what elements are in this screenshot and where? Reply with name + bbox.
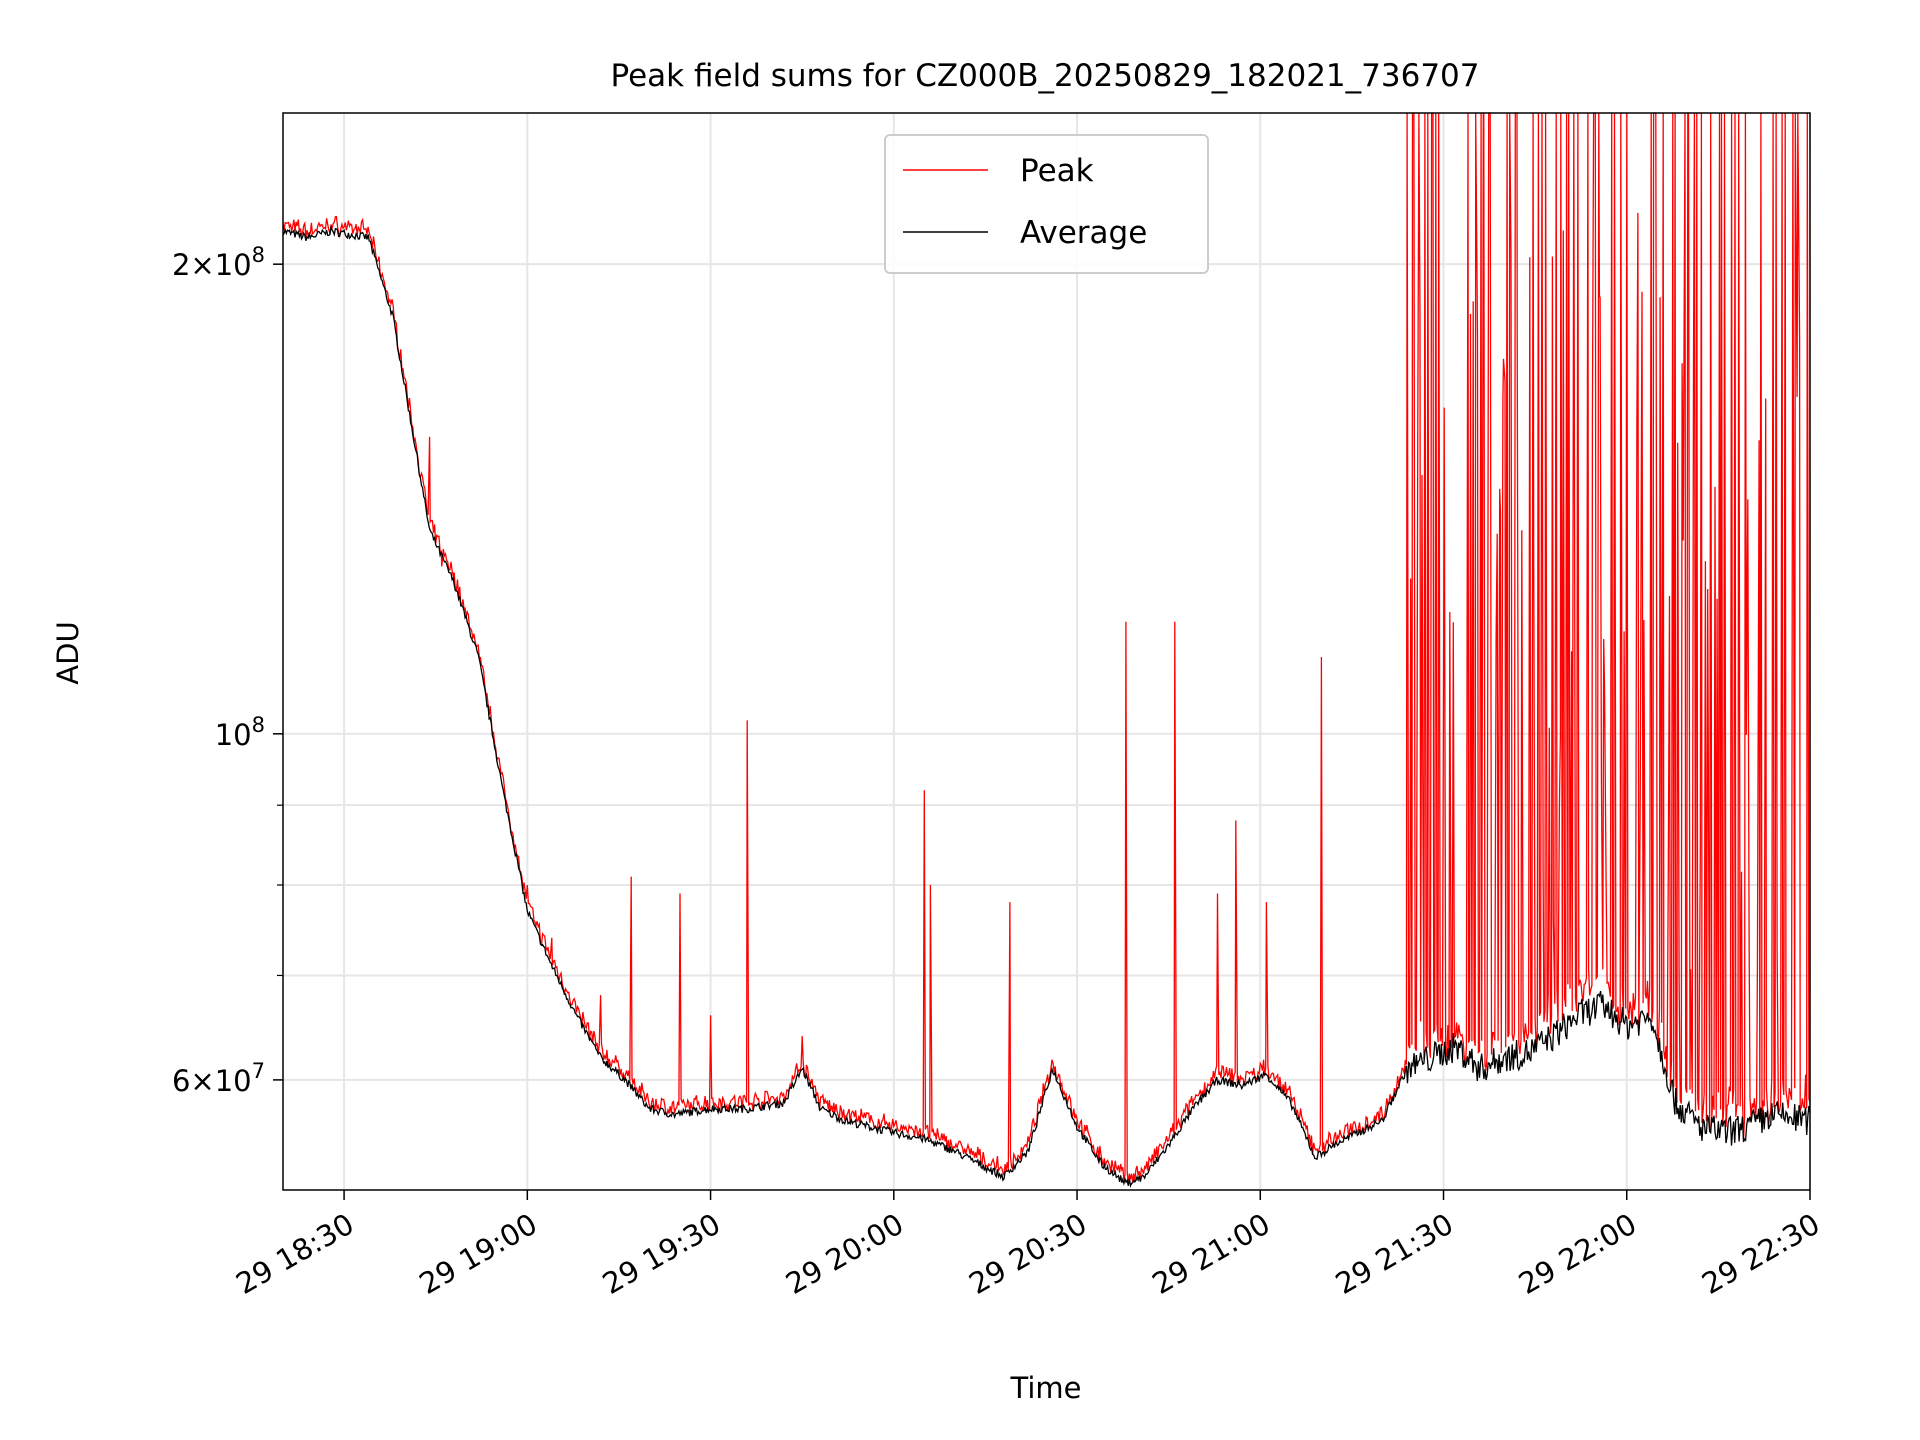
average-series (282, 224, 1811, 1189)
legend: Peak Average (884, 134, 1209, 274)
x-tick-label: 29 20:00 (780, 1207, 909, 1301)
chart-title: Peak field sums for CZ000B_20250829_1820… (611, 58, 1480, 94)
x-tick-label: 29 21:30 (1330, 1207, 1459, 1301)
y-tick-exponent: 8 (252, 243, 265, 267)
legend-peak-label: Peak (1020, 153, 1094, 189)
x-axis: 29 18:30 29 19:00 29 19:30 29 20:00 29 20:30… (230, 1190, 1826, 1301)
y-tick-base: 10 (215, 718, 252, 752)
x-tick-label: 29 22:30 (1696, 1207, 1825, 1301)
legend-average-label: Average (1020, 215, 1147, 251)
y-tick-label: 6×107 (172, 1059, 265, 1098)
peak-series (282, 112, 1811, 1183)
x-tick-label: 29 21:00 (1146, 1207, 1275, 1301)
y-tick-exponent: 7 (252, 1059, 265, 1083)
plot-area-frame (282, 112, 1811, 1191)
y-axis-label: ADU (51, 621, 85, 684)
x-tick-label: 29 19:30 (597, 1207, 726, 1301)
y-tick-base: 2×10 (172, 248, 252, 282)
x-axis-label: Time (1010, 1371, 1082, 1405)
y-tick-exponent: 8 (252, 713, 265, 737)
peak-line (282, 112, 1811, 1183)
y-tick-base: 6×10 (172, 1064, 252, 1098)
y-tick-label: 108 (215, 713, 265, 752)
grid (283, 113, 1811, 1190)
x-tick-label: 29 20:30 (963, 1207, 1092, 1301)
x-tick-label: 29 22:00 (1513, 1207, 1642, 1301)
x-tick-label: 29 19:00 (413, 1207, 542, 1301)
average-line (282, 224, 1811, 1189)
y-tick-label: 2×108 (172, 243, 265, 282)
x-tick-label: 29 18:30 (230, 1207, 359, 1301)
